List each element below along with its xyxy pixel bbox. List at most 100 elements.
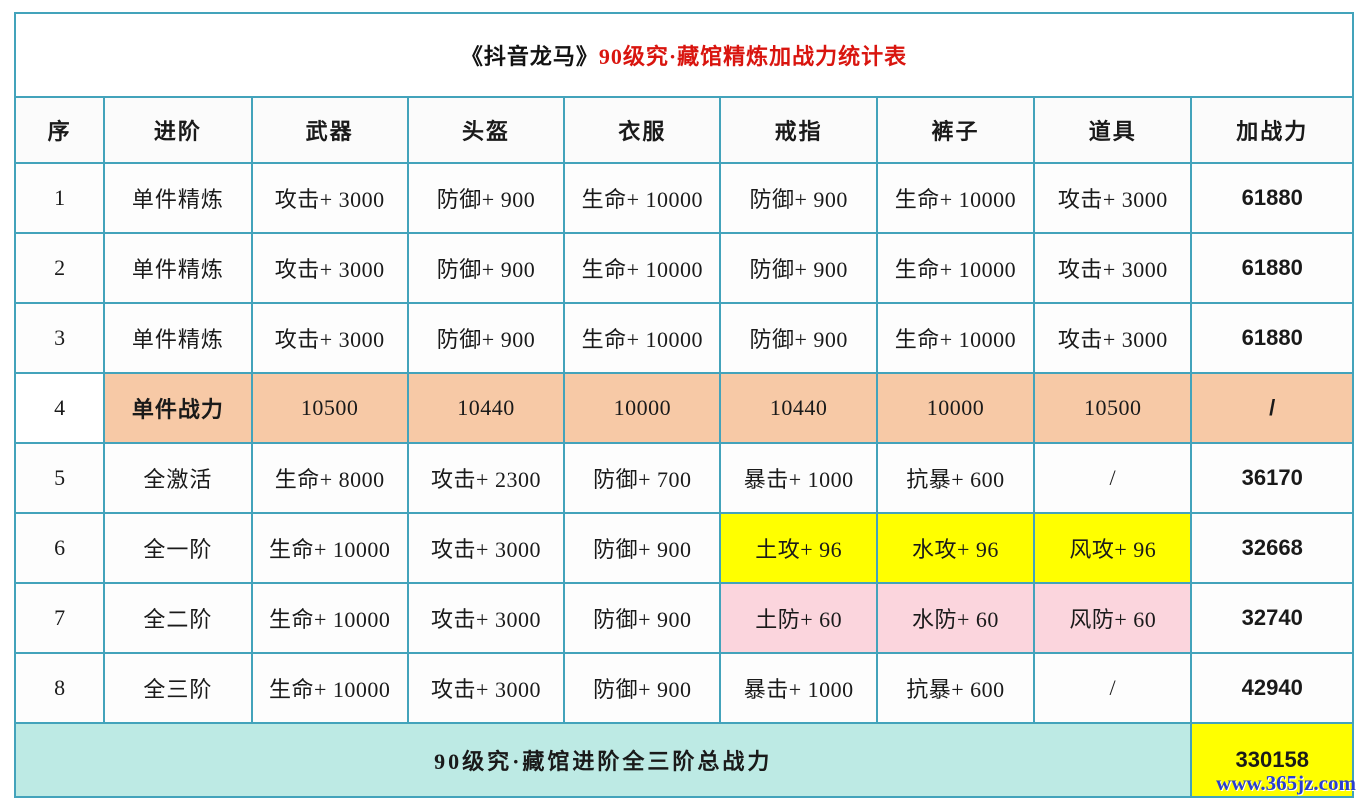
cell-weapon: 攻击+ 3000 [250, 162, 409, 234]
cell-prop: 10500 [1033, 372, 1193, 444]
cell-ring: 防御+ 900 [719, 162, 878, 234]
cell-prop: / [1033, 442, 1193, 514]
table-row: 8 全三阶 生命+ 10000 攻击+ 3000 防御+ 900 暴击+ 100… [13, 652, 1354, 724]
cell-helmet: 10440 [406, 372, 566, 444]
cell-clothes: 生命+ 10000 [563, 232, 722, 304]
cell-weapon: 生命+ 10000 [250, 652, 409, 724]
column-header-clothes: 衣服 [563, 96, 722, 164]
page-title: 《抖音龙马》90级究·藏馆精炼加战力统计表 [14, 12, 1354, 98]
cell-clothes: 防御+ 900 [563, 582, 722, 654]
cell-clothes: 防御+ 900 [563, 652, 722, 724]
cell-clothes: 生命+ 10000 [563, 302, 722, 374]
cell-power: 36170 [1190, 442, 1354, 514]
footer-total: 330158 [1190, 722, 1354, 798]
cell-helmet: 攻击+ 2300 [406, 442, 566, 514]
table-row: 1 单件精炼 攻击+ 3000 防御+ 900 生命+ 10000 防御+ 90… [13, 162, 1354, 234]
title-red-part: 90级究·藏馆精炼加战力统计表 [598, 44, 908, 69]
table-row-highlight-orange: 4 单件战力 10500 10440 10000 10440 10000 105… [13, 372, 1354, 444]
cell-ring: 防御+ 900 [719, 302, 878, 374]
cell-power: 61880 [1190, 232, 1354, 304]
cell-power: 61880 [1190, 302, 1354, 374]
cell-pants: 水防+ 60 [875, 582, 1036, 654]
table-row: 2 单件精炼 攻击+ 3000 防御+ 900 生命+ 10000 防御+ 90… [13, 232, 1354, 304]
cell-clothes: 防御+ 700 [563, 442, 722, 514]
cell-ring: 暴击+ 1000 [719, 442, 878, 514]
cell-clothes: 防御+ 900 [563, 512, 722, 584]
cell-power: / [1190, 372, 1354, 444]
table-footer-row: 90级究·藏馆进阶全三阶总战力 330158 [13, 722, 1354, 798]
table-row: 5 全激活 生命+ 8000 攻击+ 2300 防御+ 700 暴击+ 1000… [13, 442, 1354, 514]
cell-stage: 单件战力 [103, 372, 253, 444]
cell-prop: / [1033, 652, 1193, 724]
cell-stage: 单件精炼 [103, 232, 253, 304]
cell-helmet: 防御+ 900 [406, 232, 566, 304]
column-header-stage: 进阶 [103, 96, 253, 164]
cell-clothes: 10000 [563, 372, 722, 444]
cell-power: 61880 [1190, 162, 1354, 234]
cell-pants: 抗暴+ 600 [875, 442, 1036, 514]
cell-seq: 7 [13, 582, 106, 654]
cell-prop: 风攻+ 96 [1033, 512, 1193, 584]
cell-prop: 攻击+ 3000 [1033, 232, 1193, 304]
cell-pants: 生命+ 10000 [875, 162, 1036, 234]
cell-weapon: 生命+ 10000 [250, 512, 409, 584]
table-row-highlight-yellow: 6 全一阶 生命+ 10000 攻击+ 3000 防御+ 900 土攻+ 96 … [13, 512, 1354, 584]
cell-seq: 8 [13, 652, 106, 724]
footer-label: 90级究·藏馆进阶全三阶总战力 [13, 722, 1193, 798]
cell-power: 32740 [1190, 582, 1354, 654]
cell-seq: 2 [13, 232, 106, 304]
cell-power: 42940 [1190, 652, 1354, 724]
cell-pants: 10000 [875, 372, 1036, 444]
column-header-pants: 裤子 [875, 96, 1036, 164]
cell-seq: 4 [13, 372, 106, 444]
cell-weapon: 攻击+ 3000 [250, 232, 409, 304]
table-header-row: 序 进阶 武器 头盔 衣服 戒指 裤子 道具 加战力 [13, 96, 1354, 164]
column-header-weapon: 武器 [250, 96, 409, 164]
cell-ring: 10440 [719, 372, 878, 444]
cell-pants: 水攻+ 96 [875, 512, 1036, 584]
cell-stage: 单件精炼 [103, 302, 253, 374]
column-header-prop: 道具 [1033, 96, 1193, 164]
cell-prop: 攻击+ 3000 [1033, 302, 1193, 374]
column-header-seq: 序 [13, 96, 106, 164]
cell-power: 32668 [1190, 512, 1354, 584]
cell-stage: 全一阶 [103, 512, 253, 584]
cell-helmet: 防御+ 900 [406, 302, 566, 374]
cell-helmet: 攻击+ 3000 [406, 512, 566, 584]
column-header-ring: 戒指 [719, 96, 878, 164]
cell-pants: 生命+ 10000 [875, 232, 1036, 304]
cell-ring: 防御+ 900 [719, 232, 878, 304]
cell-prop: 攻击+ 3000 [1033, 162, 1193, 234]
cell-stage: 全激活 [103, 442, 253, 514]
cell-helmet: 防御+ 900 [406, 162, 566, 234]
cell-seq: 3 [13, 302, 106, 374]
column-header-helmet: 头盔 [406, 96, 566, 164]
cell-clothes: 生命+ 10000 [563, 162, 722, 234]
table-row: 3 单件精炼 攻击+ 3000 防御+ 900 生命+ 10000 防御+ 90… [13, 302, 1354, 374]
column-header-power: 加战力 [1190, 96, 1354, 164]
cell-weapon: 攻击+ 3000 [250, 302, 409, 374]
cell-ring: 土防+ 60 [719, 582, 878, 654]
cell-weapon: 10500 [250, 372, 409, 444]
title-black-part: 《抖音龙马》 [460, 44, 599, 69]
cell-seq: 5 [13, 442, 106, 514]
table-row-highlight-pink: 7 全二阶 生命+ 10000 攻击+ 3000 防御+ 900 土防+ 60 … [13, 582, 1354, 654]
cell-stage: 单件精炼 [103, 162, 253, 234]
cell-seq: 1 [13, 162, 106, 234]
cell-ring: 暴击+ 1000 [719, 652, 878, 724]
cell-seq: 6 [13, 512, 106, 584]
cell-prop: 风防+ 60 [1033, 582, 1193, 654]
cell-helmet: 攻击+ 3000 [406, 652, 566, 724]
cell-pants: 抗暴+ 600 [875, 652, 1036, 724]
cell-ring: 土攻+ 96 [719, 512, 878, 584]
title-row: 《抖音龙马》90级究·藏馆精炼加战力统计表 [14, 12, 1354, 98]
site-watermark: www.365jz.com [1216, 771, 1356, 795]
cell-stage: 全三阶 [103, 652, 253, 724]
cell-helmet: 攻击+ 3000 [406, 582, 566, 654]
stats-table: 《抖音龙马》90级究·藏馆精炼加战力统计表 序 进阶 武器 头盔 衣服 戒指 裤… [13, 12, 1354, 798]
cell-pants: 生命+ 10000 [875, 302, 1036, 374]
cell-weapon: 生命+ 10000 [250, 582, 409, 654]
cell-stage: 全二阶 [103, 582, 253, 654]
cell-weapon: 生命+ 8000 [250, 442, 409, 514]
